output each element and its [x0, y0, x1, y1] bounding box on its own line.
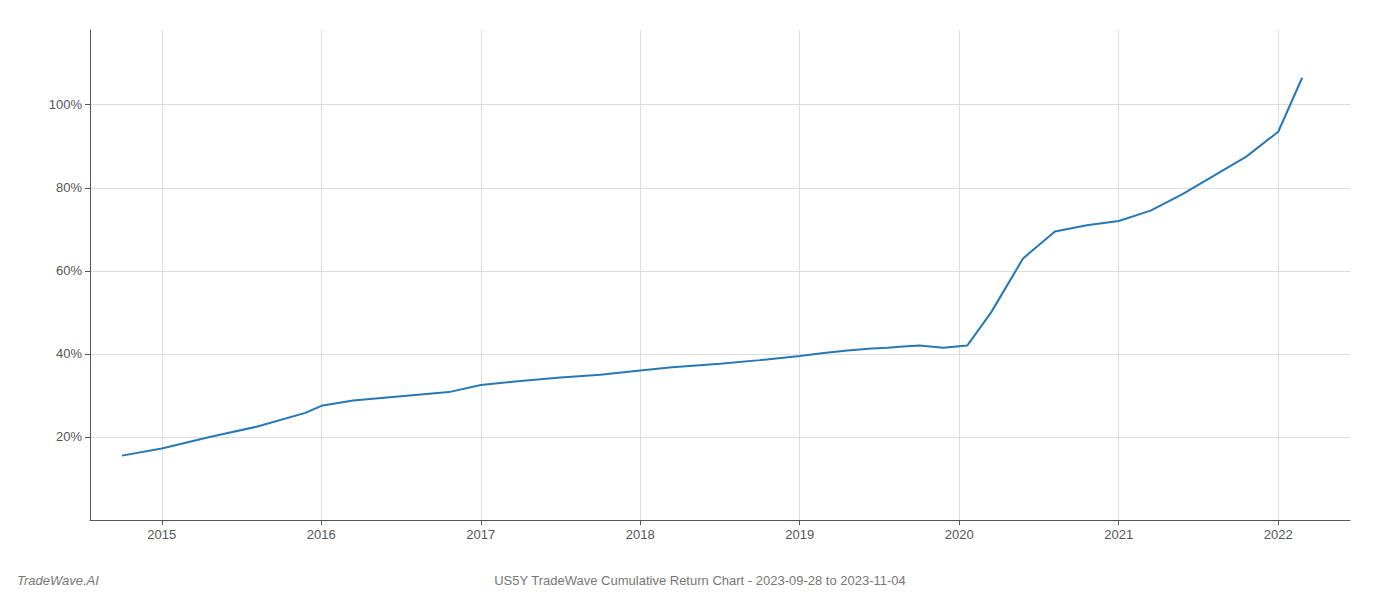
svg-text:US5Y TradeWave Cumulative Retu: US5Y TradeWave Cumulative Return Chart -…	[494, 573, 906, 588]
svg-text:2018: 2018	[626, 527, 655, 542]
svg-text:40%: 40%	[56, 346, 82, 361]
svg-text:2021: 2021	[1104, 527, 1133, 542]
svg-text:2016: 2016	[307, 527, 336, 542]
svg-text:2019: 2019	[785, 527, 814, 542]
svg-text:2022: 2022	[1264, 527, 1293, 542]
svg-text:2020: 2020	[945, 527, 974, 542]
svg-text:20%: 20%	[56, 429, 82, 444]
svg-text:80%: 80%	[56, 180, 82, 195]
svg-text:2017: 2017	[466, 527, 495, 542]
svg-text:2015: 2015	[147, 527, 176, 542]
svg-text:60%: 60%	[56, 263, 82, 278]
svg-text:100%: 100%	[49, 97, 83, 112]
svg-text:TradeWave.AI: TradeWave.AI	[17, 573, 99, 588]
